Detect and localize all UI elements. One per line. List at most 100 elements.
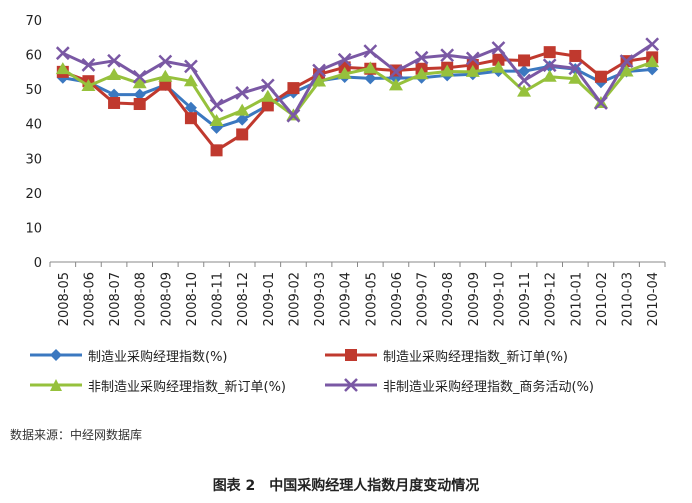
data-point-x xyxy=(594,96,608,110)
x-tick-label: 2009-04 xyxy=(339,272,354,326)
data-point-triangle xyxy=(363,61,378,74)
data-point-triangle xyxy=(107,67,122,80)
x-tick-label: 2009-07 xyxy=(416,272,431,326)
data-point-triangle xyxy=(235,103,250,116)
y-tick-label: 40 xyxy=(25,118,42,133)
data-point-square xyxy=(108,96,121,109)
data-point-x xyxy=(132,69,147,84)
data-point-square xyxy=(287,82,300,95)
legend-item: 非制造业采购经理指数_新订单(%) xyxy=(28,376,323,395)
data-point-triangle xyxy=(209,113,224,126)
data-point-triangle xyxy=(312,74,327,87)
data-point-triangle xyxy=(260,89,275,102)
data-point-x xyxy=(337,52,352,67)
y-tick-label: 20 xyxy=(25,187,42,202)
x-tick-label: 2008-07 xyxy=(108,272,123,326)
legend-item: 制造业采购经理指数_新订单(%) xyxy=(323,346,618,365)
x-tick-label: 2009-11 xyxy=(518,272,533,326)
data-point-x xyxy=(312,63,326,78)
data-point-diamond xyxy=(364,72,377,85)
data-point-triangle xyxy=(388,78,403,91)
data-point-square xyxy=(210,144,223,157)
data-point-x xyxy=(389,64,403,79)
data-point-x xyxy=(619,54,634,69)
data-point-x xyxy=(260,78,275,93)
x-tick-label: 2009-09 xyxy=(467,272,482,326)
data-point-square xyxy=(261,99,274,112)
data-point-x xyxy=(491,41,506,55)
y-tick-label: 60 xyxy=(25,49,42,64)
x-tick-label: 2009-10 xyxy=(492,272,507,326)
data-point-x xyxy=(440,48,455,63)
data-point-x xyxy=(517,73,531,88)
data-point-triangle xyxy=(158,69,173,82)
legend-marker-square xyxy=(325,349,377,361)
legend-item: 非制造业采购经理指数_商务活动(%) xyxy=(323,376,618,395)
data-point-x xyxy=(286,108,301,123)
data-point-square xyxy=(184,112,197,125)
data-point-triangle xyxy=(81,79,96,92)
y-tick-label: 70 xyxy=(25,14,42,29)
data-point-x xyxy=(465,51,480,66)
data-point-x xyxy=(542,58,557,73)
data-point-square xyxy=(492,53,505,66)
data-point-square xyxy=(594,70,607,83)
series-4 xyxy=(55,37,660,123)
x-tick-label: 2008-06 xyxy=(82,272,97,326)
data-point-triangle xyxy=(517,84,532,97)
data-point-triangle xyxy=(619,64,634,77)
data-point-square xyxy=(236,128,249,141)
figure-caption: 图表 2 中国采购经理人指数月度变动情况 xyxy=(212,478,480,494)
data-point-x xyxy=(414,50,429,65)
data-point-diamond xyxy=(184,101,197,114)
series-2 xyxy=(56,46,659,157)
legend-marker-diamond xyxy=(30,349,82,361)
data-point-triangle xyxy=(568,71,583,84)
x-tick-label: 2009-08 xyxy=(441,272,456,326)
data-point-triangle xyxy=(440,64,455,77)
data-point-diamond xyxy=(133,88,146,101)
x-tick-label: 2008-10 xyxy=(185,272,200,326)
x-tick-label: 2009-01 xyxy=(262,272,277,326)
x-tick-label: 2009-05 xyxy=(364,272,379,326)
x-tick-label: 2008-05 xyxy=(57,272,72,326)
data-point-square xyxy=(543,46,556,59)
data-point-x xyxy=(363,44,378,58)
data-point-triangle xyxy=(542,69,557,82)
data-point-triangle xyxy=(491,60,506,73)
legend-label: 制造业采购经理指数(%) xyxy=(88,349,228,365)
x-tick-label: 2009-06 xyxy=(390,272,405,326)
data-point-diamond xyxy=(518,65,531,78)
data-point-square xyxy=(569,49,582,62)
legend-label: 制造业采购经理指数_新订单(%) xyxy=(383,349,568,365)
series-3 xyxy=(55,55,660,126)
y-tick-label: 10 xyxy=(25,221,42,236)
x-tick-label: 2008-09 xyxy=(159,272,174,326)
data-point-x xyxy=(81,58,96,72)
x-tick-label: 2008-08 xyxy=(134,272,149,326)
data-point-x xyxy=(235,86,250,100)
y-tick-label: 0 xyxy=(34,256,42,271)
legend-marker-triangle xyxy=(30,379,82,391)
data-point-triangle xyxy=(645,55,660,68)
data-point-triangle xyxy=(337,66,352,79)
data-point-x xyxy=(184,59,198,74)
x-tick-label: 2008-11 xyxy=(211,272,226,326)
y-tick-label: 50 xyxy=(25,83,42,98)
data-point-x xyxy=(209,98,224,113)
data-point-x xyxy=(158,54,173,69)
line-chart: 0 10 20 30 40 50 60 70 2008-05 2008-06 2008-07 2008… xyxy=(25,14,666,326)
data-point-triangle xyxy=(55,62,70,75)
data-point-diamond xyxy=(236,113,249,126)
chart-legend: 制造业采购经理指数(%) 制造业采购经理指数_新订单(%) 非制造业采购经理指数… xyxy=(28,340,668,400)
data-point-x xyxy=(645,37,660,52)
x-tick-label: 2009-12 xyxy=(544,272,559,326)
data-point-x xyxy=(55,46,70,61)
data-point-triangle xyxy=(132,76,147,89)
x-tick-label: 2010-04 xyxy=(646,272,661,326)
x-tick-label: 2010-03 xyxy=(621,272,636,326)
x-tick-label: 2010-01 xyxy=(569,272,584,326)
data-point-x xyxy=(568,61,583,76)
data-point-square xyxy=(133,98,146,111)
data-point-triangle xyxy=(183,74,198,87)
